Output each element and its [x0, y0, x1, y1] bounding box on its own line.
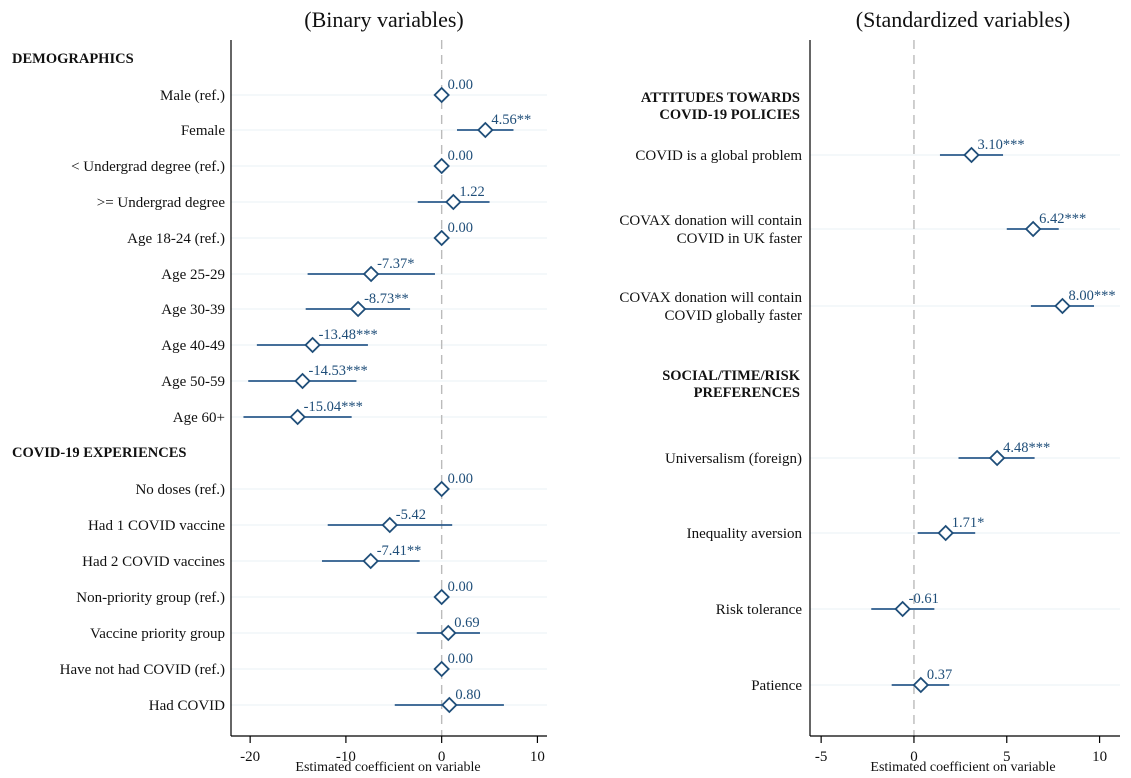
x-tick-label-standardized-10: 10 — [1092, 749, 1107, 765]
row-label-covax-donation-will-contain: COVAX donation will contain — [619, 290, 802, 306]
point-marker-covax-donation-will-contain — [1024, 220, 1042, 238]
point-marker-have-not-had-covid-ref — [433, 660, 450, 678]
point-marker-covid-is-a-global-problem — [963, 146, 980, 164]
row-label-undergrad-degree: >= Undergrad degree — [97, 195, 226, 211]
data-label-age-18-24-ref: 0.00 — [448, 220, 473, 236]
data-label-age-60: -15.04*** — [304, 399, 363, 415]
row-label-had-2-covid-vaccines: Had 2 COVID vaccines — [82, 554, 225, 570]
x-axis-label-binary: Estimated coefficient on variable — [295, 760, 480, 775]
row-label-non-priority-group-ref: Non-priority group (ref.) — [76, 590, 225, 606]
row-label-have-not-had-covid-ref: Have not had COVID (ref.) — [60, 662, 225, 678]
point-marker-undergrad-degree — [445, 193, 462, 211]
point-marker-non-priority-group-ref — [433, 588, 450, 606]
section-header-covid-19-experiences: COVID-19 EXPERIENCES — [12, 445, 186, 461]
data-label-age-25-29: -7.37* — [377, 256, 414, 272]
row-label-age-50-59: Age 50-59 — [161, 374, 225, 390]
point-marker-age-18-24-ref — [433, 229, 450, 247]
row-label-covax-donation-will-contain: COVAX donation will contain — [619, 213, 802, 229]
data-label-universalism-foreign: 4.48*** — [1003, 440, 1050, 456]
point-marker-undergrad-degree-ref — [433, 157, 450, 175]
x-tick-label-standardized-5: -5 — [815, 749, 828, 765]
data-label-had-2-covid-vaccines: -7.41** — [377, 543, 422, 559]
row-label-no-doses-ref: No doses (ref.) — [135, 482, 225, 498]
row-label-age-40-49: Age 40-49 — [161, 338, 225, 354]
data-label-inequality-aversion: 1.71* — [952, 515, 985, 531]
section-header-attitudes-towards: ATTITUDES TOWARDS — [641, 90, 800, 106]
row-label-male-ref: Male (ref.) — [160, 88, 225, 104]
data-label-age-40-49: -13.48*** — [319, 327, 378, 343]
section-header-preferences: PREFERENCES — [694, 385, 800, 401]
point-marker-had-1-covid-vaccine — [381, 516, 399, 534]
data-label-had-covid: 0.80 — [455, 687, 480, 703]
data-label-covax-donation-will-contain: 8.00*** — [1068, 288, 1115, 304]
data-label-risk-tolerance: -0.61 — [909, 591, 939, 607]
row-label-universalism-foreign: Universalism (foreign) — [665, 451, 802, 467]
data-label-covid-is-a-global-problem: 3.10*** — [977, 137, 1024, 153]
point-marker-universalism-foreign — [988, 449, 1006, 467]
point-marker-inequality-aversion — [937, 524, 954, 542]
section-header-social-time-risk: SOCIAL/TIME/RISK — [662, 368, 801, 384]
row-label-age-25-29: Age 25-29 — [161, 267, 225, 283]
row-label-had-1-covid-vaccine: Had 1 COVID vaccine — [88, 518, 225, 534]
point-marker-male-ref — [433, 86, 450, 104]
x-axis-label-standardized: Estimated coefficient on variable — [870, 760, 1055, 775]
x-tick-label-binary-0: 0 — [438, 749, 446, 765]
x-tick-label-standardized-5: 5 — [1003, 749, 1011, 765]
row-label-undergrad-degree-ref: < Undergrad degree (ref.) — [71, 159, 225, 175]
row-label-inequality-aversion: Inequality aversion — [687, 526, 803, 542]
point-marker-covax-donation-will-contain — [1054, 297, 1071, 315]
row-label-covid-globally-faster: COVID globally faster — [665, 308, 802, 324]
point-marker-had-covid — [441, 696, 458, 714]
data-label-male-ref: 0.00 — [448, 77, 473, 93]
point-marker-age-50-59 — [294, 372, 311, 390]
point-marker-age-30-39 — [349, 300, 367, 318]
section-header-demographics: DEMOGRAPHICS — [12, 51, 134, 67]
point-marker-risk-tolerance — [894, 600, 911, 618]
row-label-patience: Patience — [751, 678, 802, 694]
row-label-vaccine-priority-group: Vaccine priority group — [90, 626, 225, 642]
point-marker-vaccine-priority-group — [440, 624, 457, 642]
point-marker-patience — [912, 676, 930, 694]
point-marker-female — [477, 121, 494, 139]
row-label-age-18-24-ref: Age 18-24 (ref.) — [127, 231, 225, 247]
data-label-covax-donation-will-contain: 6.42*** — [1039, 211, 1086, 227]
data-label-patience: 0.37 — [927, 667, 952, 683]
data-label-age-50-59: -14.53*** — [309, 363, 368, 379]
row-label-age-60: Age 60+ — [173, 410, 225, 426]
row-label-had-covid: Had COVID — [149, 698, 225, 714]
panel-title-standardized: (Standardized variables) — [856, 7, 1070, 32]
data-label-no-doses-ref: 0.00 — [448, 471, 473, 487]
panel-standardized-variables: (Standardized variables) Estimated coeff… — [619, 7, 1120, 775]
data-label-vaccine-priority-group: 0.69 — [454, 615, 479, 631]
row-label-age-30-39: Age 30-39 — [161, 302, 225, 318]
x-tick-label-binary-10: -10 — [336, 749, 356, 765]
section-header-covid-19-policies: COVID-19 POLICIES — [659, 107, 800, 123]
point-marker-age-25-29 — [362, 265, 380, 283]
data-label-had-1-covid-vaccine: -5.42 — [396, 507, 426, 523]
point-marker-age-60 — [289, 408, 306, 426]
point-marker-had-2-covid-vaccines — [362, 552, 379, 570]
data-label-have-not-had-covid-ref: 0.00 — [448, 651, 473, 667]
data-label-undergrad-degree-ref: 0.00 — [448, 148, 473, 164]
data-label-female: 4.56** — [491, 112, 531, 128]
panel-binary-variables: (Binary variables) Estimated coefficient… — [12, 7, 547, 775]
x-tick-label-binary-20: -20 — [240, 749, 260, 765]
x-tick-label-binary-10: 10 — [530, 749, 545, 765]
point-marker-age-40-49 — [304, 336, 321, 354]
data-label-non-priority-group-ref: 0.00 — [448, 579, 473, 595]
panel-title-binary: (Binary variables) — [304, 7, 463, 32]
row-label-covid-is-a-global-problem: COVID is a global problem — [635, 148, 802, 164]
x-tick-label-standardized-0: 0 — [910, 749, 918, 765]
data-label-undergrad-degree: 1.22 — [459, 184, 484, 200]
row-label-covid-in-uk-faster: COVID in UK faster — [677, 231, 802, 247]
row-label-risk-tolerance: Risk tolerance — [716, 602, 803, 618]
row-label-female: Female — [181, 123, 225, 139]
point-marker-no-doses-ref — [433, 480, 450, 498]
data-label-age-30-39: -8.73** — [364, 291, 409, 307]
